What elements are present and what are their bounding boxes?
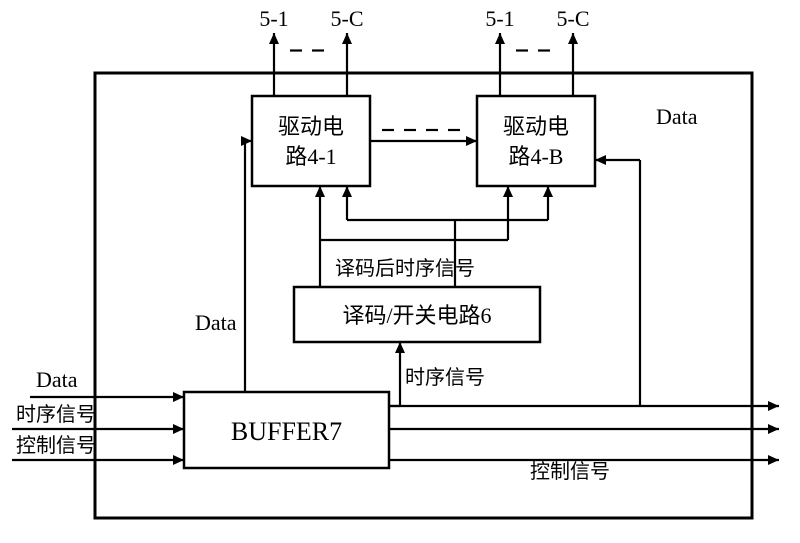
- svg-text:Data: Data: [195, 310, 237, 335]
- svg-text:5-C: 5-C: [331, 6, 364, 31]
- svg-text:5-C: 5-C: [557, 6, 590, 31]
- svg-text:路4-B: 路4-B: [508, 144, 563, 169]
- svg-text:Data: Data: [656, 104, 698, 129]
- svg-text:驱动电: 驱动电: [503, 114, 569, 139]
- svg-text:路4-1: 路4-1: [285, 144, 336, 169]
- svg-text:BUFFER7: BUFFER7: [231, 417, 342, 446]
- svg-text:Data: Data: [36, 367, 78, 392]
- svg-text:控制信号: 控制信号: [16, 434, 96, 457]
- svg-text:5-1: 5-1: [485, 6, 514, 31]
- svg-text:译码/开关电路6: 译码/开关电路6: [342, 303, 491, 328]
- svg-text:译码后时序信号: 译码后时序信号: [335, 257, 475, 280]
- svg-text:驱动电: 驱动电: [278, 114, 344, 139]
- svg-text:5-1: 5-1: [259, 6, 288, 31]
- svg-text:时序信号: 时序信号: [405, 366, 485, 389]
- svg-text:时序信号: 时序信号: [16, 403, 96, 426]
- svg-text:控制信号: 控制信号: [530, 460, 610, 483]
